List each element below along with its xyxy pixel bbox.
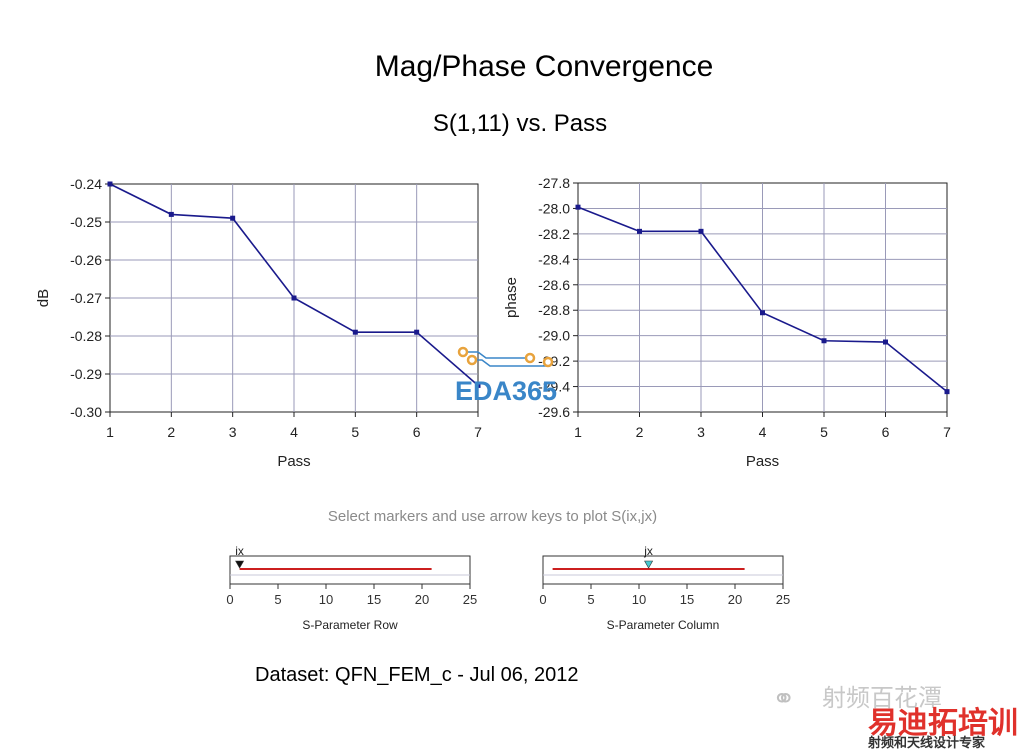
chart-title: Mag/Phase Convergence	[374, 50, 714, 83]
y-tick-label: -28.6	[538, 277, 570, 293]
dataset-label: Dataset: QFN_FEM_c - Jul 06, 2012	[255, 664, 579, 686]
slider-tick-label: 5	[587, 592, 594, 607]
x-tick-label: 3	[697, 424, 705, 440]
y-tick-label: -28.8	[538, 302, 570, 318]
x-tick-label: 6	[882, 424, 890, 440]
watermark-slogan: 射频和天线设计专家	[868, 735, 986, 750]
y-tick-label: -28.0	[538, 200, 570, 216]
x-tick-label: 4	[290, 424, 298, 440]
data-point	[107, 181, 113, 187]
watermark-brand: 易迪拓培训	[868, 707, 1018, 740]
data-point	[168, 211, 174, 217]
x-axis-label: Pass	[277, 453, 310, 470]
y-tick-label: -27.8	[538, 175, 570, 191]
x-tick-label: 2	[636, 424, 644, 440]
watermark-node	[457, 346, 469, 358]
y-tick-label: -29.6	[538, 404, 570, 420]
y-tick-label: -0.27	[70, 290, 102, 306]
slider-tick-label: 10	[319, 592, 333, 607]
y-tick-label: -0.25	[70, 214, 102, 230]
y-axis-label: dB	[35, 289, 52, 307]
data-point	[637, 228, 642, 234]
x-tick-label: 3	[229, 424, 237, 440]
y-tick-label: -29.4	[538, 379, 570, 395]
watermark-node	[524, 352, 536, 364]
slider-tick-label: 10	[632, 592, 646, 607]
y-tick-label: -0.24	[70, 176, 102, 192]
watermark-trace	[472, 359, 548, 367]
slider-tick-label: 15	[367, 592, 381, 607]
y-tick-label: -29.0	[538, 328, 570, 344]
watermark-node	[466, 354, 478, 366]
slider-tick-label: 5	[274, 592, 281, 607]
data-point	[475, 382, 481, 388]
slider-tick-label: 20	[728, 592, 742, 607]
x-tick-label: 1	[574, 424, 582, 440]
slider-axis-label: S-Parameter Column	[607, 618, 720, 632]
slider-axis-label: S-Parameter Row	[302, 618, 398, 632]
data-point	[944, 389, 950, 395]
y-tick-label: -28.4	[538, 251, 570, 267]
slider-tick-label: 20	[415, 592, 429, 607]
slider-tick-label: 0	[539, 592, 546, 607]
x-tick-label: 5	[351, 424, 359, 440]
x-tick-label: 5	[820, 424, 828, 440]
y-tick-label: -0.30	[70, 404, 102, 420]
watermark-node	[542, 356, 554, 368]
data-point	[883, 339, 888, 345]
y-tick-label: -28.2	[538, 226, 570, 242]
x-tick-label: 1	[106, 424, 114, 440]
data-point	[760, 310, 765, 316]
x-tick-label: 2	[167, 424, 175, 440]
slider-marker-label: jx	[643, 544, 653, 558]
slider-tick-label: 25	[776, 592, 790, 607]
slider-marker-label: ix	[235, 544, 244, 558]
x-axis-label: Pass	[746, 453, 779, 470]
x-tick-label: 6	[413, 424, 421, 440]
y-tick-label: -0.29	[70, 366, 102, 382]
slider-marker-icon	[235, 560, 245, 569]
data-point	[291, 295, 297, 301]
data-point	[230, 215, 236, 221]
x-tick-label: 4	[759, 424, 767, 440]
watermark-eda365: EDA365	[455, 376, 558, 406]
data-point	[575, 204, 581, 210]
data-point	[821, 338, 827, 344]
y-tick-label: -0.28	[70, 328, 102, 344]
slider-tick-label: 0	[226, 592, 233, 607]
slider-marker-icon	[644, 560, 654, 569]
y-tick-label: -0.26	[70, 252, 102, 268]
slider-tick-label: 25	[463, 592, 477, 607]
x-tick-label: 7	[474, 424, 482, 440]
data-point	[352, 329, 358, 335]
y-axis-label: phase	[503, 277, 520, 318]
wechat-icon: ⚭	[772, 683, 796, 714]
slider-tick-label: 15	[680, 592, 694, 607]
chart-subtitle: S(1,11) vs. Pass	[432, 110, 608, 137]
data-point	[698, 228, 704, 234]
watermark-name: 射频百花潭	[822, 685, 942, 712]
instruction-text: Select markers and use arrow keys to plo…	[327, 508, 658, 525]
x-tick-label: 7	[943, 424, 951, 440]
watermark-trace	[463, 351, 530, 359]
data-point	[414, 329, 420, 335]
